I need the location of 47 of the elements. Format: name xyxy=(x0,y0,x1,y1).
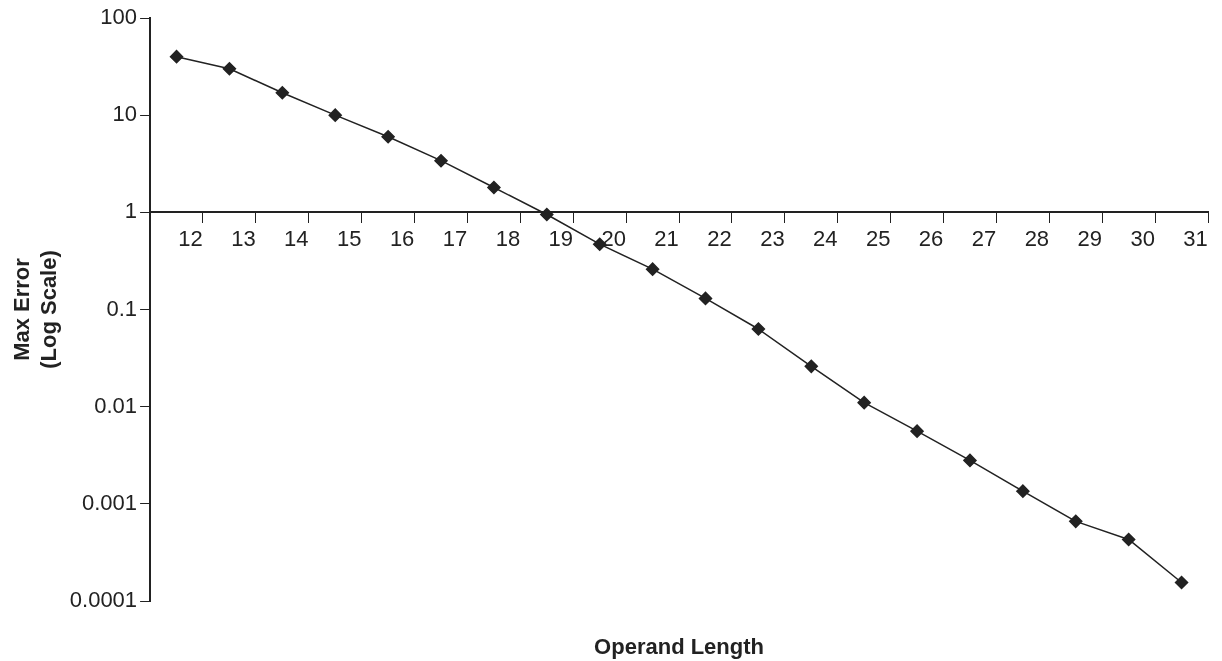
x-tick-label: 27 xyxy=(971,225,997,251)
point xyxy=(275,86,290,100)
point xyxy=(381,129,395,144)
x-tick-label: 30 xyxy=(1130,225,1155,251)
x-tick-label: 26 xyxy=(918,225,944,251)
point xyxy=(645,262,660,276)
x-tick-label: 28 xyxy=(1024,225,1050,251)
y-tick-label: 1 xyxy=(124,198,138,224)
x-tick-label: 16 xyxy=(389,225,415,251)
point xyxy=(910,424,924,438)
point xyxy=(1069,514,1083,529)
x-tick-label: 14 xyxy=(284,225,309,251)
y-axis-title: Max Error (Log Scale) xyxy=(9,250,61,369)
x-tick-label: 24 xyxy=(813,225,838,251)
point xyxy=(751,322,766,336)
x-tick-label: 18 xyxy=(495,225,521,251)
x-tick-label: 15 xyxy=(336,225,362,251)
x-tick-label: 23 xyxy=(760,225,785,251)
y-tick-label: 100 xyxy=(100,4,138,30)
point xyxy=(328,108,342,122)
x-tick-label: 13 xyxy=(231,225,256,251)
point xyxy=(222,62,237,76)
x-tick-label: 19 xyxy=(548,225,574,251)
point xyxy=(487,180,501,195)
x-tick-label: 31 xyxy=(1183,225,1208,251)
x-tick-label: 29 xyxy=(1077,225,1102,251)
y-tick-label: 0.1 xyxy=(106,295,138,321)
point xyxy=(963,453,977,468)
point xyxy=(169,49,184,64)
point xyxy=(804,359,819,374)
y-tick-label: 0.0001 xyxy=(69,587,138,613)
point xyxy=(1016,484,1030,498)
y-tick-label: 0.001 xyxy=(82,489,138,515)
x-axis-title: Operand Length xyxy=(594,634,764,660)
point xyxy=(540,207,554,222)
point xyxy=(1121,532,1136,547)
y-tick-label: 0.01 xyxy=(94,392,138,418)
x-tick-label: 22 xyxy=(707,225,732,251)
point xyxy=(434,153,448,168)
point xyxy=(698,291,713,306)
x-tick-label: 17 xyxy=(442,225,468,251)
x-tick-label: 12 xyxy=(178,225,203,251)
point xyxy=(857,395,871,410)
y-tick-label: 10 xyxy=(112,101,138,127)
x-tick-label: 25 xyxy=(865,225,891,251)
point xyxy=(1174,575,1189,590)
x-tick-label: 21 xyxy=(654,225,679,251)
